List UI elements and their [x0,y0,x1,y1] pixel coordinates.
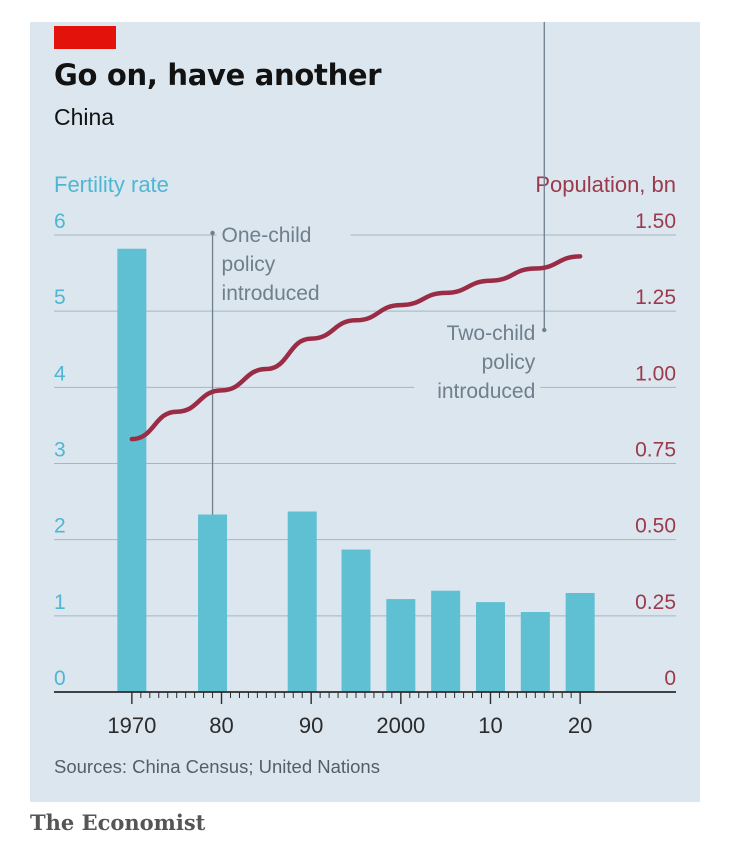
fertility-bar [198,514,228,692]
fertility-bar [475,602,505,692]
left-tick-label: 4 [54,362,66,385]
right-tick-label: 0.50 [635,515,676,538]
x-tick-label: 90 [299,713,323,738]
x-tick-label: 10 [478,713,502,738]
brand-accent-bar [54,26,116,49]
chart-title: Go on, have another [54,58,382,92]
annotation-label: One-child [222,224,312,247]
right-tick-label: 0.75 [635,439,676,462]
right-tick-label: 1.00 [635,362,676,385]
annotation-marker [542,327,547,333]
annotation-label: policy [222,253,276,276]
left-tick-label: 5 [54,286,66,309]
source-note: Sources: China Census; United Nations [54,756,380,777]
left-tick-label: 3 [54,439,66,462]
chart-panel: Go on, have another China Fertility rate… [30,22,700,802]
chart-subtitle: China [54,104,115,130]
fertility-bar [287,511,317,692]
annotation-marker [210,230,215,236]
fertility-bar [341,549,371,692]
x-tick-label: 2000 [376,713,425,738]
right-tick-label: 0 [664,667,676,690]
right-tick-label: 0.25 [635,591,676,614]
left-tick-label: 1 [54,591,66,614]
left-tick-label: 2 [54,515,66,538]
left-tick-label: 6 [54,210,66,233]
fertility-bar [520,612,550,692]
annotation-label: Two-child [447,322,536,345]
annotation-background [216,220,351,308]
population-line [129,254,583,442]
fertility-bar [117,248,147,692]
right-tick-label: 1.25 [635,286,676,309]
annotation-label: introduced [222,282,320,305]
x-tick-label: 20 [568,713,592,738]
fertility-bar [431,590,461,692]
annotation-label: introduced [437,380,535,403]
annotation-background [414,318,541,406]
left-axis-title: Fertility rate [54,172,169,197]
x-tick-label: 1970 [107,713,156,738]
right-axis-title: Population, bn [535,172,676,197]
right-tick-label: 1.50 [635,210,676,233]
x-tick-label: 80 [209,713,233,738]
left-tick-label: 0 [54,667,66,690]
fertility-bar [386,599,416,692]
fertility-bar [565,592,595,692]
annotation-label: policy [482,351,536,374]
publisher-wordmark: The Economist [30,810,206,835]
chart-plot: Fertility rate Population, bn 0 1 2 3 4 5 6 0 0.25… [54,22,676,738]
